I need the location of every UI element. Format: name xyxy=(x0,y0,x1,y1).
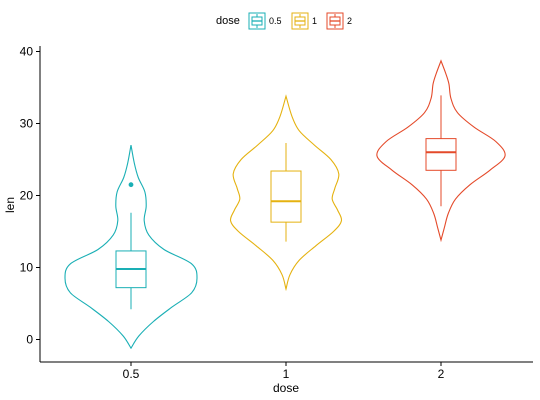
y-tick-label-20: 20 xyxy=(20,189,34,203)
y-tick-label-10: 10 xyxy=(20,261,34,275)
violin-1 xyxy=(229,94,343,292)
violin-0.5 xyxy=(64,145,198,350)
x-tick-label-1: 1 xyxy=(283,367,290,381)
box-1 xyxy=(270,170,302,223)
axes: dose len 0 10 20 30 40 0.5 1 2 xyxy=(3,45,533,395)
legend-label-2: 2 xyxy=(347,16,352,26)
y-tick-label-0: 0 xyxy=(26,333,33,347)
x-tick-label-2: 2 xyxy=(438,367,445,381)
y-tick-label-40: 40 xyxy=(20,45,34,59)
plot-area xyxy=(64,59,506,350)
violin-2 xyxy=(376,59,506,243)
legend-title: dose xyxy=(216,15,240,27)
legend: dose 0.5 1 2 xyxy=(216,12,352,30)
y-axis-title: len xyxy=(3,197,17,213)
outlier-0.5 xyxy=(128,182,134,188)
legend-label-1: 1 xyxy=(312,16,317,26)
x-axis-title: dose xyxy=(273,381,299,395)
box-2 xyxy=(425,138,457,171)
x-tick-label-0.5: 0.5 xyxy=(123,367,140,381)
legend-label-0.5: 0.5 xyxy=(269,16,282,26)
y-tick-label-30: 30 xyxy=(20,117,34,131)
